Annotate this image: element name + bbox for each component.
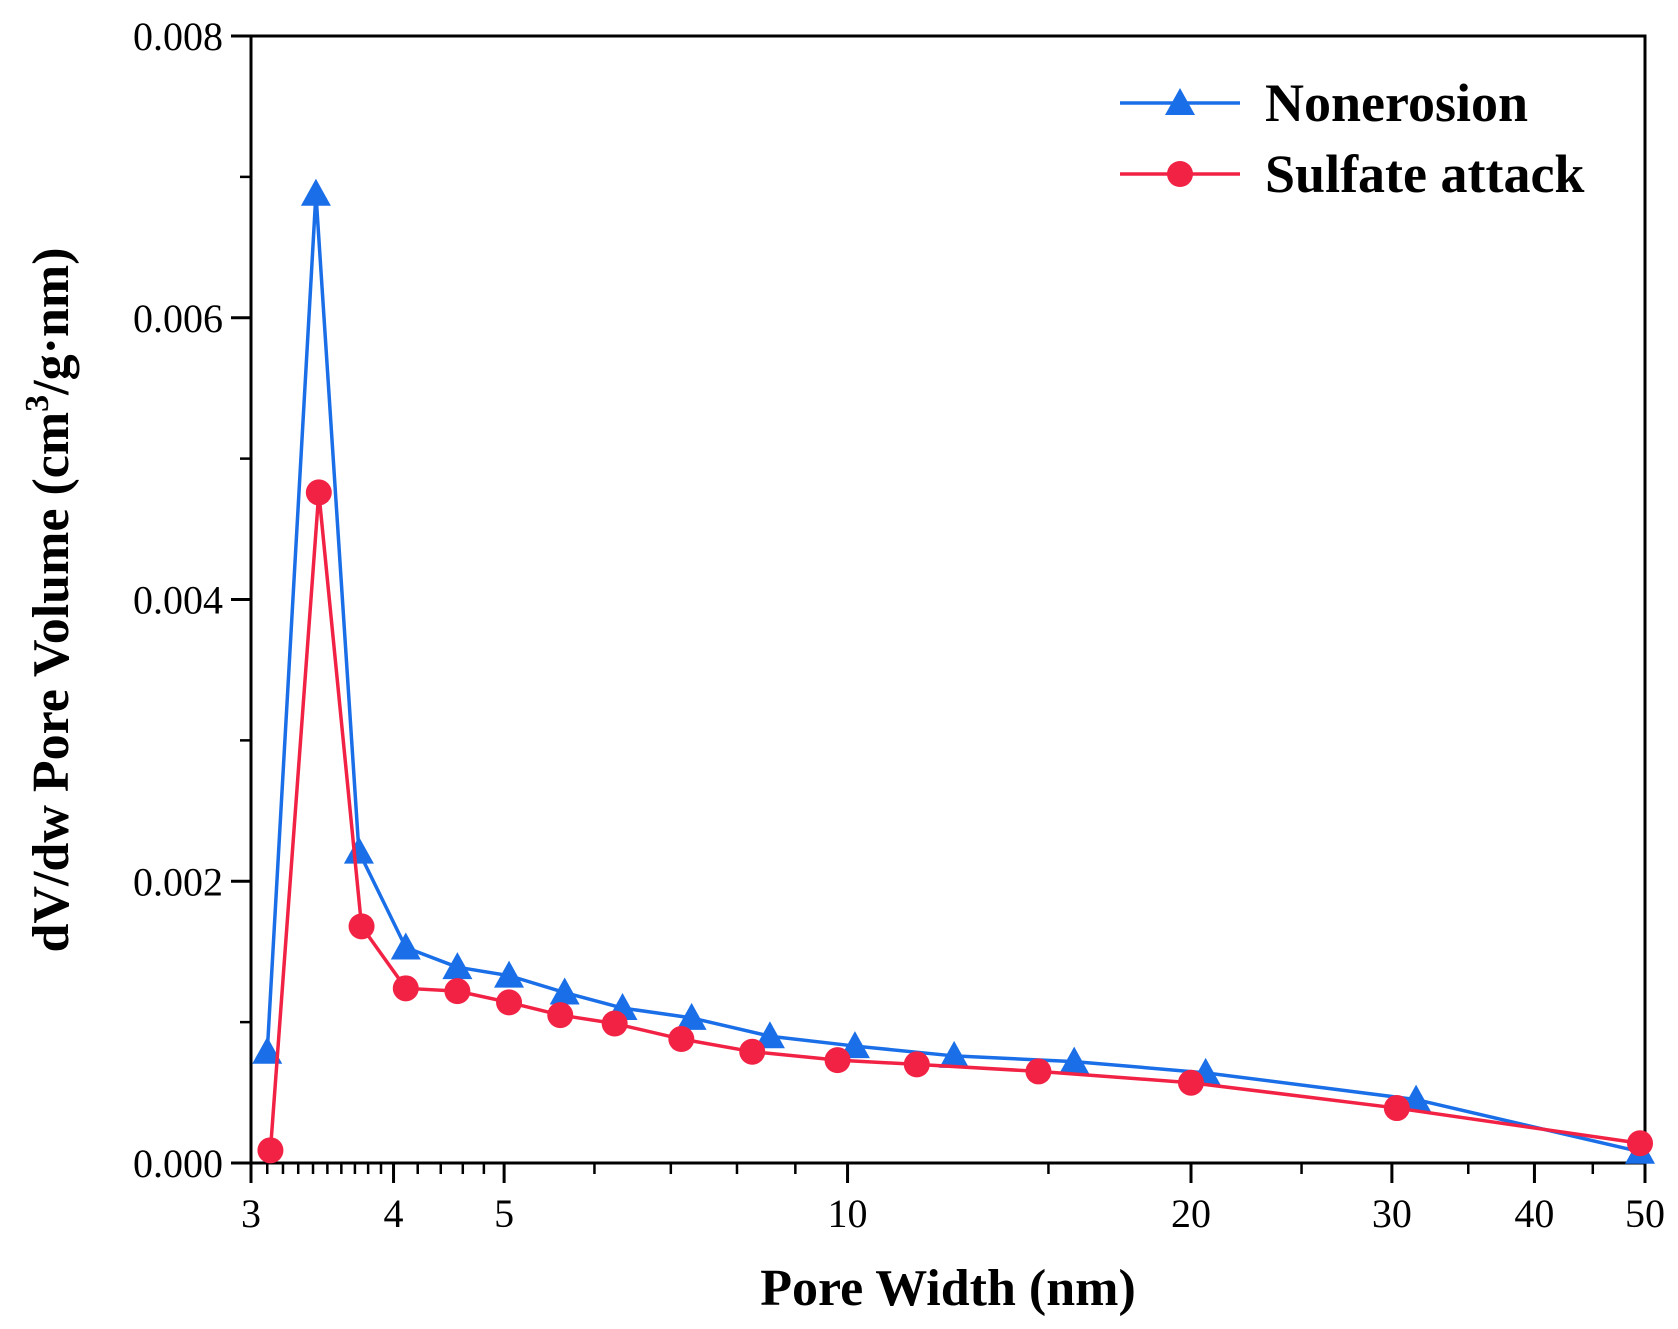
data-point-sulfate-attack <box>1627 1130 1654 1157</box>
data-point-nonerosion <box>1059 1046 1090 1074</box>
series-nonerosion <box>252 178 1656 1164</box>
series-line-nonerosion <box>265 192 1641 1154</box>
data-point-sulfate-attack <box>601 1010 628 1037</box>
x-tick-label: 50 <box>1625 1191 1665 1236</box>
legend: Nonerosion Sulfate attack <box>1120 73 1584 204</box>
data-point-sulfate-attack <box>1383 1095 1410 1122</box>
x-tick-label: 40 <box>1514 1191 1554 1236</box>
y-tick-label: 0.004 <box>133 578 223 623</box>
y-axis-title: dV/dw Pore Volume (cm3/g·nm) <box>19 247 80 952</box>
ylabel-main: dV/dw Pore Volume (cm <box>23 412 80 953</box>
data-point-sulfate-attack <box>496 989 523 1016</box>
x-tick-label: 5 <box>494 1191 514 1236</box>
data-point-nonerosion <box>442 952 473 980</box>
y-tick-label: 0.008 <box>133 14 223 59</box>
ylabel-unit: /g·nm) <box>23 247 80 395</box>
axis-ticks: 3 4 5 10 20 30 40 50 0.000 0.002 0.004 0.006 0.008 <box>133 14 1665 1236</box>
data-point-nonerosion <box>343 836 374 864</box>
data-point-sulfate-attack <box>348 913 375 940</box>
data-point-sulfate-attack <box>903 1051 930 1078</box>
legend-label-nonerosion: Nonerosion <box>1265 73 1528 133</box>
legend-marker-sulfate-attack <box>1167 161 1193 187</box>
data-point-sulfate-attack <box>392 975 419 1002</box>
y-tick-label: 0.000 <box>133 1141 223 1186</box>
y-tick-label: 0.002 <box>133 859 223 904</box>
data-point-nonerosion <box>390 932 421 960</box>
x-tick-label: 3 <box>241 1191 261 1236</box>
data-point-sulfate-attack <box>668 1026 695 1053</box>
data-point-sulfate-attack <box>739 1038 766 1065</box>
data-point-nonerosion <box>676 1002 707 1030</box>
data-point-sulfate-attack <box>824 1047 851 1074</box>
series-sulfate-attack <box>257 479 1654 1164</box>
data-point-sulfate-attack <box>257 1137 284 1164</box>
x-tick-label: 10 <box>828 1191 868 1236</box>
x-axis-title: Pore Width (nm) <box>760 1260 1136 1317</box>
data-point-nonerosion <box>939 1040 970 1068</box>
data-point-nonerosion <box>754 1021 785 1049</box>
legend-label-sulfate-attack: Sulfate attack <box>1265 144 1584 204</box>
data-point-sulfate-attack <box>1025 1058 1052 1085</box>
data-point-nonerosion <box>839 1031 870 1059</box>
x-tick-label: 4 <box>384 1191 404 1236</box>
data-point-sulfate-attack <box>444 978 471 1005</box>
data-point-sulfate-attack <box>1177 1069 1204 1096</box>
x-tick-label: 30 <box>1372 1191 1412 1236</box>
data-point-sulfate-attack <box>305 479 332 506</box>
x-tick-label: 20 <box>1171 1191 1211 1236</box>
series-line-sulfate-attack <box>268 490 1641 1151</box>
data-point-nonerosion <box>549 977 580 1005</box>
legend-marker-nonerosion <box>1165 88 1195 115</box>
data-point-sulfate-attack <box>547 1002 574 1029</box>
data-series <box>252 178 1656 1164</box>
data-point-nonerosion <box>252 1036 283 1064</box>
data-point-nonerosion <box>494 960 525 988</box>
ylabel-superscript: 3 <box>19 395 56 412</box>
data-point-nonerosion <box>300 178 331 206</box>
y-tick-label: 0.006 <box>133 296 223 341</box>
